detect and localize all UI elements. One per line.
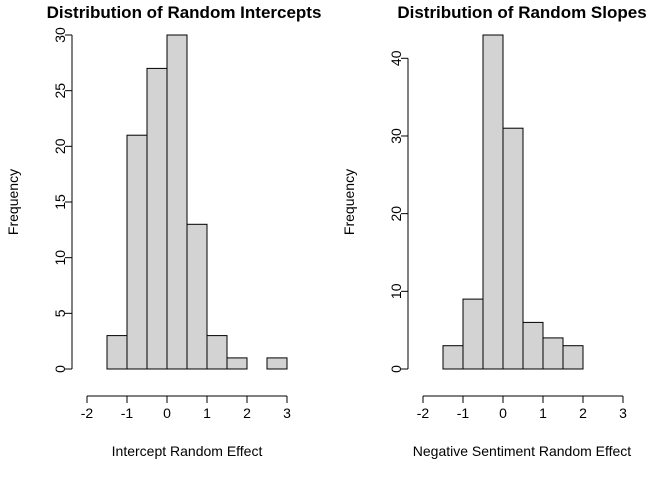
intercepts-x-tick-label-2: 0 (163, 405, 171, 421)
slopes-x-axis-label: Negative Sentiment Random Effect (413, 443, 632, 459)
intercepts-bar-7 (226, 357, 248, 370)
intercepts-bar-6 (206, 335, 228, 370)
intercepts-bar-9 (266, 357, 288, 370)
slopes-bar-4 (502, 127, 524, 370)
slopes-bars (442, 34, 584, 370)
intercepts-y-axis: 0 5 10 15 20 25 30 (52, 27, 73, 373)
intercepts-chart-title: Distribution of Random Intercepts (47, 3, 322, 22)
slopes-histogram-panel: Distribution of Random Slopes Negative S… (341, 3, 647, 459)
slopes-bar-5 (522, 321, 544, 370)
intercepts-bar-4 (166, 34, 188, 370)
slopes-x-tick-label-3: 1 (539, 405, 547, 421)
intercepts-x-tick-label-1: -1 (121, 405, 134, 421)
slopes-x-tick-label-5: 3 (619, 405, 627, 421)
slopes-y-tick-label-3: 30 (388, 128, 404, 144)
intercepts-y-tick-label-0: 0 (52, 365, 68, 373)
slopes-chart-title: Distribution of Random Slopes (397, 3, 646, 22)
slopes-bar-2 (462, 298, 484, 370)
slopes-y-axis-label: Frequency (341, 169, 357, 235)
intercepts-y-tick-label-4: 20 (52, 138, 68, 154)
slopes-x-tick-label-2: 0 (499, 405, 507, 421)
intercepts-bars (106, 34, 288, 370)
intercepts-x-axis: -2 -1 0 1 2 3 (81, 395, 291, 421)
intercepts-bar-3 (146, 67, 168, 370)
slopes-x-tick-label-0: -2 (417, 405, 430, 421)
slopes-x-tick-label-1: -1 (457, 405, 470, 421)
intercepts-x-tick-label-3: 1 (203, 405, 211, 421)
slopes-y-tick-label-4: 40 (388, 50, 404, 66)
slopes-y-tick-label-2: 20 (388, 206, 404, 222)
intercepts-x-tick-label-0: -2 (81, 405, 94, 421)
slopes-bar-3 (482, 34, 504, 370)
intercepts-y-axis-label: Frequency (5, 169, 21, 235)
slopes-y-tick-label-0: 0 (388, 365, 404, 373)
intercepts-histogram-panel: Distribution of Random Intercepts Interc… (5, 3, 321, 459)
intercepts-bar-2 (126, 134, 148, 370)
intercepts-x-tick-label-4: 2 (243, 405, 251, 421)
slopes-y-axis: 0 10 20 30 40 (388, 50, 409, 373)
intercepts-bar-5 (186, 223, 208, 370)
slopes-bar-1 (442, 345, 464, 370)
intercepts-y-tick-label-6: 30 (52, 27, 68, 43)
intercepts-x-tick-label-5: 3 (283, 405, 291, 421)
slopes-bar-6 (542, 337, 564, 370)
slopes-bar-7 (562, 345, 584, 370)
intercepts-y-tick-label-3: 15 (52, 194, 68, 210)
intercepts-x-axis-label: Intercept Random Effect (112, 443, 263, 459)
slopes-x-axis: -2 -1 0 1 2 3 (417, 395, 627, 421)
slopes-x-tick-label-4: 2 (579, 405, 587, 421)
intercepts-bar-1 (106, 335, 128, 370)
intercepts-y-tick-label-5: 25 (52, 83, 68, 99)
intercepts-y-tick-label-1: 5 (52, 309, 68, 317)
slopes-y-tick-label-1: 10 (388, 283, 404, 299)
intercepts-y-tick-label-2: 10 (52, 250, 68, 266)
